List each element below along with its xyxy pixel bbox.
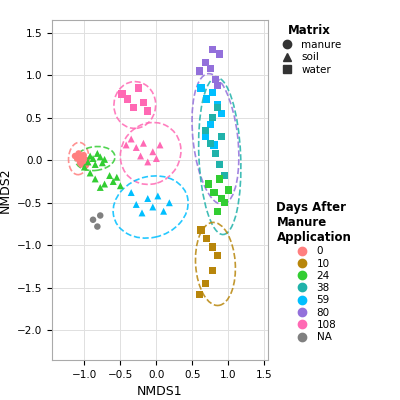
Point [114, 174, 120, 180]
Point [209, 46, 216, 53]
Point [119, 91, 125, 97]
Point [214, 208, 221, 214]
Point [204, 235, 210, 242]
Point [85, 159, 91, 165]
Point [97, 154, 104, 160]
Point [137, 153, 144, 159]
Point [80, 159, 86, 165]
Point [207, 140, 214, 146]
Point [87, 170, 93, 176]
Point [209, 89, 216, 96]
Point [117, 182, 124, 189]
Point [150, 204, 156, 210]
Point [144, 108, 151, 114]
Point [209, 244, 216, 250]
Point [128, 189, 134, 196]
Point [160, 208, 167, 214]
Point [90, 216, 96, 223]
Point [94, 223, 100, 230]
Point [99, 160, 106, 166]
Point [83, 162, 89, 168]
Point [214, 102, 221, 108]
Point [202, 59, 208, 66]
Point [202, 127, 208, 134]
Point [212, 150, 219, 157]
Point [144, 195, 151, 202]
X-axis label: NMDS1: NMDS1 [137, 385, 183, 398]
Point [205, 181, 212, 187]
Point [92, 161, 98, 168]
Point [139, 210, 145, 216]
Point [202, 133, 208, 140]
Point [150, 148, 156, 155]
Point [212, 76, 219, 83]
Point [166, 200, 172, 206]
Point [214, 82, 221, 89]
Point [202, 280, 208, 287]
Point [101, 181, 108, 187]
Point [140, 99, 147, 106]
Point [124, 96, 131, 102]
Point [133, 201, 140, 208]
Point [90, 155, 96, 162]
Point [209, 114, 216, 121]
Point [198, 85, 204, 91]
Point [198, 227, 204, 233]
Point [76, 150, 82, 157]
Point [83, 157, 90, 164]
Point [218, 133, 224, 140]
Point [216, 51, 223, 57]
Point [225, 187, 232, 193]
Point [78, 161, 85, 168]
Point [87, 153, 93, 159]
Point [222, 172, 228, 179]
Point [82, 156, 88, 162]
Point [94, 150, 100, 157]
Point [80, 152, 87, 158]
Point [222, 200, 228, 206]
Point [77, 160, 83, 166]
Point [92, 176, 98, 182]
Y-axis label: NMDS2: NMDS2 [0, 167, 11, 213]
Point [97, 212, 104, 219]
Point [144, 159, 151, 165]
Point [204, 96, 210, 102]
Point [74, 155, 80, 162]
Point [110, 178, 116, 185]
Legend: 0, 10, 24, 38, 59, 80, 108, NA: 0, 10, 24, 38, 59, 80, 108, NA [272, 197, 356, 346]
Point [209, 268, 216, 274]
Point [72, 153, 78, 159]
Point [216, 176, 223, 182]
Point [218, 110, 224, 117]
Point [81, 160, 88, 167]
Point [196, 68, 203, 74]
Point [211, 189, 217, 196]
Point [157, 142, 163, 148]
Point [207, 65, 214, 72]
Point [97, 184, 104, 191]
Point [123, 142, 129, 148]
Point [214, 252, 221, 259]
Point [218, 195, 224, 202]
Point [128, 136, 134, 142]
Point [81, 164, 88, 170]
Point [153, 155, 160, 162]
Point [155, 193, 161, 199]
Point [216, 161, 223, 168]
Point [196, 291, 203, 298]
Point [211, 142, 217, 148]
Point [135, 85, 142, 91]
Point [140, 140, 147, 146]
Point [101, 156, 108, 162]
Point [207, 121, 214, 128]
Point [106, 172, 113, 179]
Point [78, 157, 84, 164]
Point [133, 144, 140, 151]
Point [214, 104, 221, 111]
Point [79, 154, 86, 161]
Point [130, 104, 136, 111]
